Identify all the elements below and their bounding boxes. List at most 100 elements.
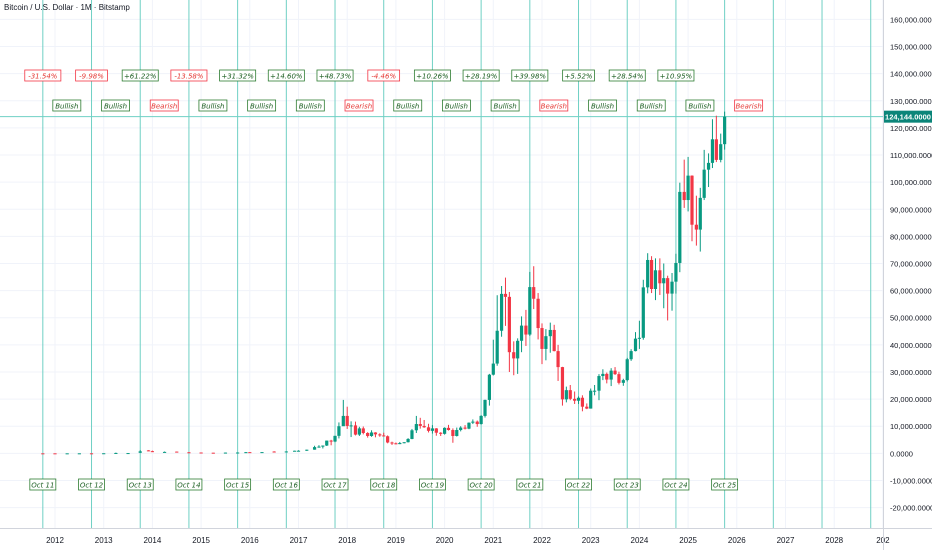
oct-date-label-box xyxy=(370,478,398,491)
candle-body xyxy=(503,293,508,297)
candle-body xyxy=(629,351,633,360)
y-tick-label: 150,000.0000 xyxy=(890,43,932,52)
oct-date-label: Oct 15 xyxy=(224,478,252,491)
candle-body xyxy=(719,144,723,160)
candle-body xyxy=(463,427,467,429)
candle-body xyxy=(524,325,528,335)
signal-label-box xyxy=(344,99,374,112)
x-tick-label: 2020 xyxy=(436,536,454,545)
signal-label: Bearish xyxy=(344,99,374,112)
candle-body xyxy=(373,432,378,435)
candle-series xyxy=(41,111,727,455)
oct-date-label-text: Oct 22 xyxy=(567,482,591,490)
candle-body xyxy=(601,373,605,377)
signal-label-text: Bearish xyxy=(346,103,372,111)
oct-date-label-box xyxy=(467,478,495,491)
y-tick-label: 20,000.0000 xyxy=(890,395,932,404)
oct-date-label: Oct 24 xyxy=(662,478,690,491)
oct-date-label-box xyxy=(662,478,690,491)
candle-body xyxy=(682,191,686,201)
signal-label-box xyxy=(685,99,715,112)
signal-label: Bullish xyxy=(198,99,228,112)
candle-body xyxy=(337,426,341,436)
candle-body xyxy=(175,451,179,453)
change-label: +5.52% xyxy=(562,69,595,82)
candle-body xyxy=(637,337,641,339)
candle-body xyxy=(272,451,276,453)
candle-body xyxy=(150,451,154,453)
candle-body xyxy=(223,452,228,454)
signal-label: Bullish xyxy=(393,99,423,112)
signal-label-box xyxy=(149,99,179,112)
candle-body xyxy=(455,430,459,436)
oct-date-label-box xyxy=(711,478,739,491)
signal-label-box xyxy=(101,99,130,112)
candle-body xyxy=(293,450,297,452)
oct-date-label: Oct 21 xyxy=(516,478,544,491)
change-label-text: +14.60% xyxy=(270,73,303,81)
oct-date-label-text: Oct 24 xyxy=(664,482,687,490)
annotation-labels: -31.54% Bullish Oct 11 -9.98% Bullish Oct 12 +… xyxy=(24,69,764,491)
candle-body xyxy=(53,453,57,455)
candle-body xyxy=(77,453,81,455)
candle-body xyxy=(296,450,301,452)
candle-body xyxy=(573,398,577,401)
candle-body xyxy=(361,428,365,433)
candle-body xyxy=(369,432,374,436)
oct-date-label: Oct 22 xyxy=(565,478,592,491)
x-tick-label: 2016 xyxy=(241,536,259,545)
signal-label: Bullish xyxy=(685,99,715,112)
x-tick-label: 2024 xyxy=(631,536,649,545)
candle-body xyxy=(576,397,581,401)
change-label-box xyxy=(413,69,451,82)
change-label-text: +31.32% xyxy=(221,73,254,81)
signal-label-text: Bullish xyxy=(299,103,322,111)
candle-body xyxy=(491,363,495,375)
candle-body xyxy=(199,452,203,454)
oct-date-label: Oct 25 xyxy=(711,478,739,491)
candle-body xyxy=(378,434,382,436)
y-tick-label: -20,000.0000 xyxy=(890,504,932,513)
oct-date-label-text: Oct 19 xyxy=(421,482,445,490)
x-tick-label: 2017 xyxy=(290,536,308,545)
x-tick-label: 2015 xyxy=(192,536,210,545)
oct-date-label: Oct 16 xyxy=(272,478,300,491)
signal-label-text: Bullish xyxy=(396,103,419,111)
candle-body xyxy=(333,435,337,442)
candle-body xyxy=(592,390,597,392)
y-tick-label: 30,000.0000 xyxy=(890,368,932,377)
current-price-text: 124,144.0000 xyxy=(885,113,931,122)
oct-date-label-box xyxy=(175,478,203,491)
candle-body xyxy=(512,352,516,359)
candle-body xyxy=(580,397,585,407)
candle-body xyxy=(609,370,613,380)
change-label: +48.73% xyxy=(316,69,354,82)
y-tick-label: 60,000.0000 xyxy=(890,287,932,296)
signal-label-text: Bullish xyxy=(591,103,614,111)
candle-body xyxy=(451,430,455,436)
x-tick-label: 2026 xyxy=(728,536,746,545)
signal-label-text: Bullish xyxy=(445,103,468,111)
candle-body xyxy=(305,449,309,451)
change-label: +28.19% xyxy=(462,69,500,82)
signal-label-box xyxy=(52,99,82,112)
candle-body xyxy=(528,287,532,335)
candle-body xyxy=(410,430,414,439)
oct-date-label-box xyxy=(29,478,57,491)
signal-label: Bearish xyxy=(539,99,569,112)
signal-label-text: Bullish xyxy=(104,103,127,111)
candle-body xyxy=(646,259,650,288)
oct-date-label-box xyxy=(126,478,154,491)
current-price-tag: 124,144.0000 xyxy=(884,110,932,123)
change-label-text: +10.95% xyxy=(660,73,693,81)
candle-body xyxy=(443,427,447,434)
oct-date-label-text: Oct 17 xyxy=(323,482,347,490)
x-tick-label: 2018 xyxy=(338,536,356,545)
candle-body xyxy=(621,380,625,383)
candle-body xyxy=(686,175,690,201)
change-label: -4.46% xyxy=(367,69,401,82)
y-tick-label: 40,000.0000 xyxy=(890,341,932,350)
candle-body xyxy=(649,259,654,289)
candle-body xyxy=(357,428,361,435)
